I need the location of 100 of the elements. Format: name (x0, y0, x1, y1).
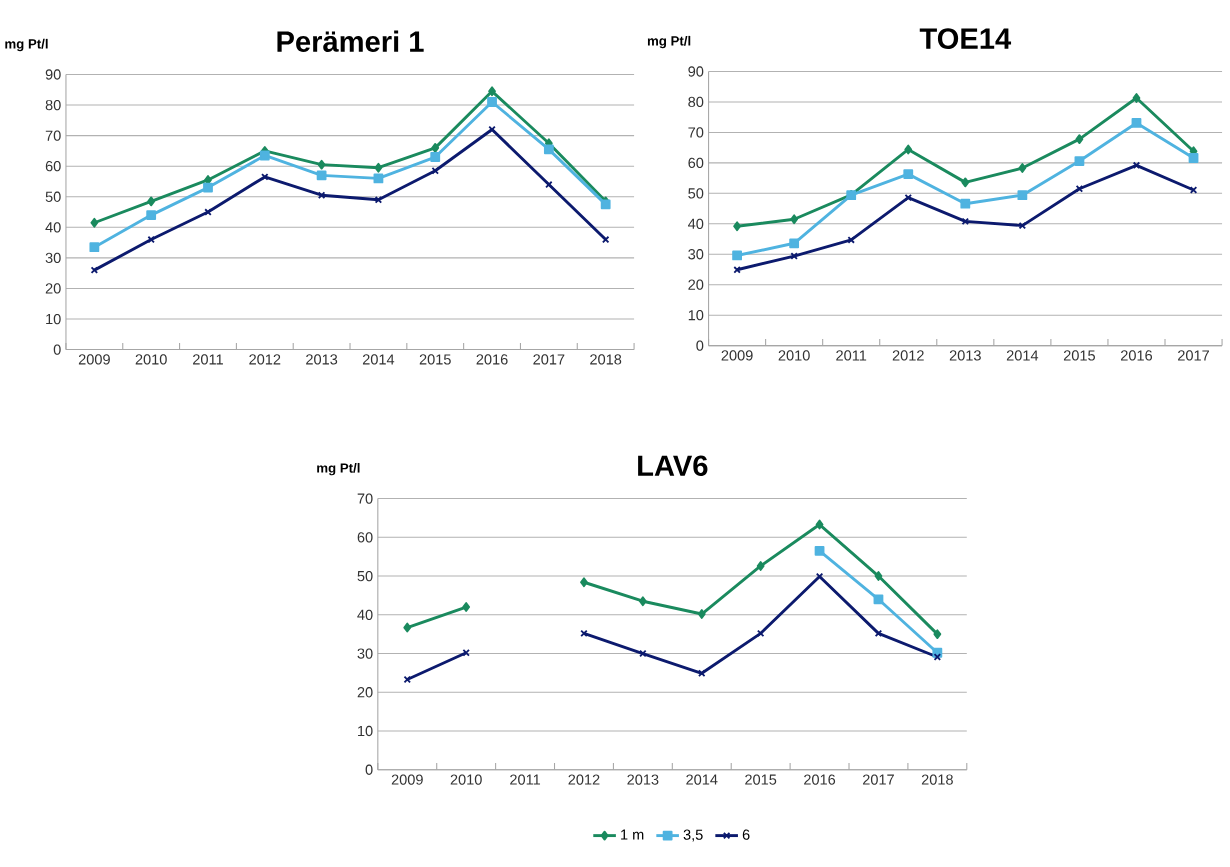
point (1018, 221, 1027, 230)
x-tick-label: 2015 (419, 354, 451, 365)
y-tick-label: 90 (688, 66, 704, 77)
legend-label: 1 m (621, 829, 644, 840)
y-tick-label: 60 (688, 157, 704, 168)
chart-title: LAV6 (638, 455, 708, 476)
point (203, 182, 213, 193)
y-tick-label: 60 (357, 532, 373, 543)
point (317, 159, 326, 170)
point (790, 214, 799, 225)
x-tick-label: 2017 (1178, 350, 1209, 361)
x-tick-label: 2013 (306, 354, 338, 365)
point (814, 545, 825, 556)
x-tick-label: 2010 (135, 354, 167, 365)
legend-label: 6 (742, 829, 750, 840)
point (1075, 134, 1084, 144)
x-tick-label: 2014 (362, 354, 395, 365)
point (789, 238, 800, 249)
x-tick-label: 2018 (921, 774, 953, 785)
point (431, 142, 440, 153)
x-tick-label: 2013 (949, 350, 981, 361)
x-tick-label: 2018 (590, 354, 622, 365)
y-tick-label: 80 (45, 99, 61, 111)
point (146, 210, 157, 220)
point (873, 594, 884, 605)
point (488, 86, 496, 97)
y-tick-label: 50 (688, 188, 704, 199)
x-tick-label: 2011 (836, 350, 867, 361)
y-tick-label: 60 (45, 161, 61, 172)
y-tick-label: 40 (45, 222, 61, 233)
chart-title: Perämeri 1 (277, 30, 424, 52)
x-tick-label: 2010 (450, 774, 482, 785)
y-tick-label: 20 (45, 283, 61, 294)
point (1017, 190, 1028, 201)
y-tick-label: 50 (45, 191, 61, 202)
y-tick-label: 40 (357, 609, 373, 620)
point (90, 217, 99, 228)
y-axis-title: mg Pt/l (317, 462, 360, 476)
y-axis-title: mg Pt/l (5, 38, 48, 52)
x-tick-label: 2012 (568, 774, 600, 785)
x-tick-label: 2009 (78, 354, 110, 365)
x-tick-label: 2012 (892, 350, 924, 361)
point (487, 97, 497, 107)
point (430, 152, 441, 162)
y-tick-label: 70 (45, 130, 61, 141)
point (204, 208, 212, 216)
x-tick-label: 2012 (249, 354, 281, 365)
y-tick-label: 20 (357, 687, 373, 698)
point (462, 602, 471, 612)
y-tick-label: 10 (46, 313, 61, 325)
y-tick-label: 40 (688, 218, 704, 229)
point (259, 150, 270, 161)
point (601, 235, 610, 244)
point (847, 236, 855, 244)
point (933, 629, 942, 640)
point (961, 177, 970, 188)
point (403, 675, 412, 684)
point (815, 572, 824, 581)
x-tick-label: 2014 (1006, 350, 1039, 361)
y-tick-label: 20 (688, 279, 704, 290)
point (431, 167, 439, 175)
point (90, 266, 99, 274)
point (960, 198, 971, 209)
point (543, 144, 554, 155)
point (698, 669, 706, 677)
point (874, 571, 883, 581)
x-tick-label: 2011 (510, 774, 541, 785)
point (697, 609, 706, 619)
x-tick-label: 2013 (627, 774, 659, 785)
x-tick-label: 2009 (391, 774, 423, 785)
x-tick-label: 2010 (778, 350, 810, 361)
x-tick-label: 2016 (1121, 350, 1153, 361)
y-tick-label: 10 (688, 309, 704, 321)
point (147, 196, 156, 207)
point (1132, 93, 1141, 103)
chart-title: TOE14 (919, 28, 1012, 49)
y-tick-label: 70 (357, 493, 373, 504)
y-tick-label: 80 (688, 96, 704, 108)
point (904, 144, 913, 155)
point (733, 221, 742, 232)
x-tick-label: 2009 (721, 350, 753, 361)
x-tick-label: 2015 (1063, 350, 1095, 361)
point (790, 252, 798, 260)
y-tick-label: 0 (696, 340, 704, 351)
point (815, 519, 824, 530)
point (1018, 163, 1027, 173)
point (89, 242, 100, 253)
y-tick-label: 70 (688, 127, 704, 138)
y-tick-label: 0 (53, 344, 61, 355)
point (374, 162, 383, 173)
point (756, 561, 765, 571)
point (403, 622, 412, 633)
point (1132, 161, 1141, 170)
point (1074, 156, 1085, 166)
point (316, 170, 327, 181)
x-tick-label: 2016 (804, 774, 836, 785)
y-tick-label: 10 (358, 725, 373, 737)
point (638, 596, 647, 607)
point (732, 250, 742, 261)
y-tick-label: 30 (688, 249, 704, 260)
